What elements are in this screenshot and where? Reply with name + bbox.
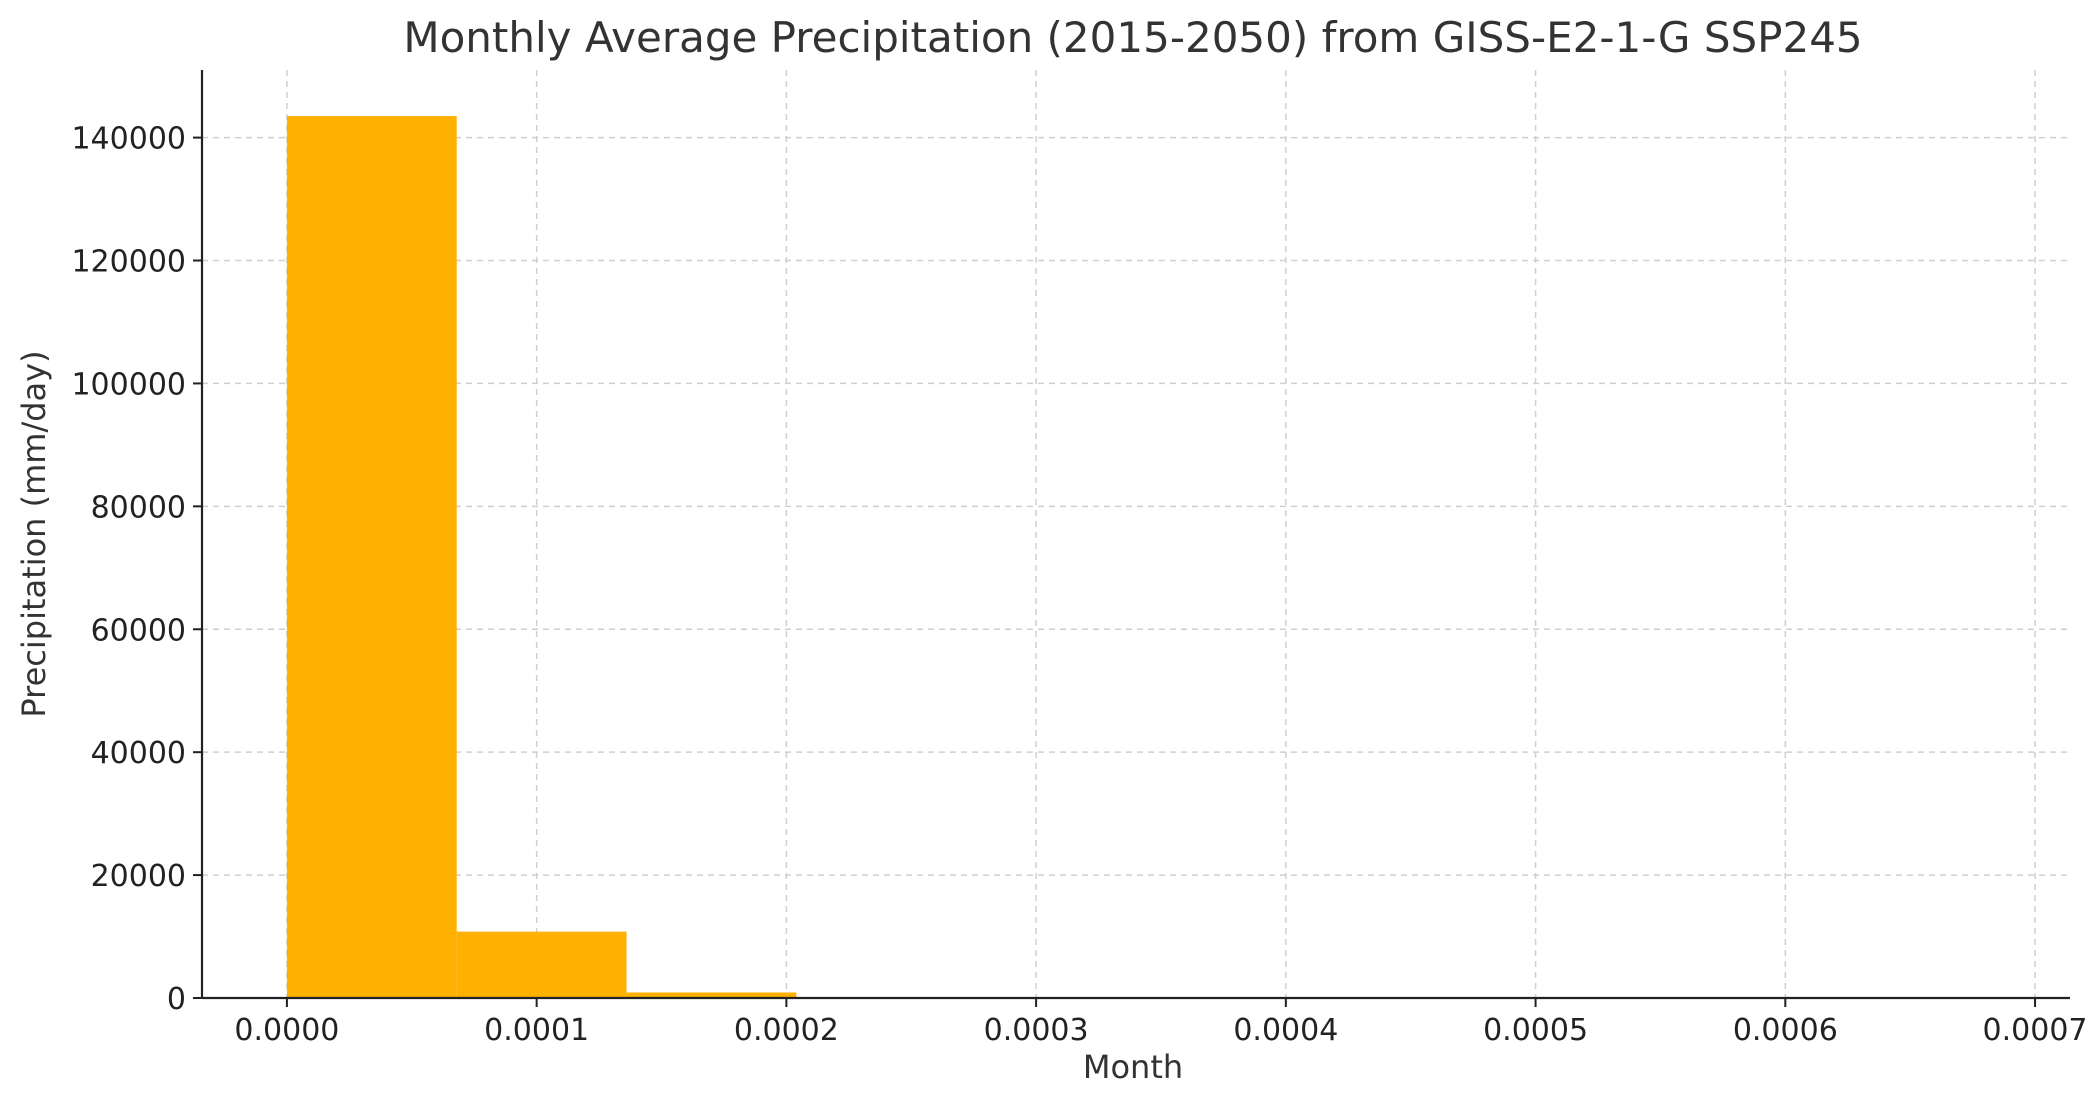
y-tick-label: 120000 (71, 245, 186, 280)
x-tick-label: 0.0005 (1483, 1013, 1588, 1048)
axes (200, 70, 2070, 1000)
y-tick-label: 40000 (91, 736, 186, 771)
histogram-bar (626, 992, 797, 998)
y-tick-label: 0 (167, 982, 186, 1017)
x-tick-label: 0.0006 (1733, 1013, 1838, 1048)
y-axis-label: Precipitation (mm/day) (15, 350, 53, 717)
chart-title: Monthly Average Precipitation (2015-2050… (403, 13, 1862, 62)
histogram-bars (286, 116, 1986, 998)
y-tick-label: 60000 (91, 613, 186, 648)
grid-lines (202, 70, 2070, 998)
y-tick-label: 100000 (71, 367, 186, 402)
x-axis-label: Month (1083, 1048, 1183, 1086)
y-axis-ticks: 0 20000 40000 60000 80000 100000 120000 140000 (71, 122, 202, 1017)
x-tick-label: 0.0002 (734, 1013, 839, 1048)
x-axis-ticks: 0.0000 0.0001 0.0002 0.0003 0.0004 0.0005 0.00… (234, 998, 2088, 1048)
x-tick-label: 0.0000 (234, 1013, 339, 1048)
histogram-bar (456, 931, 627, 998)
x-tick-label: 0.0007 (1983, 1013, 2088, 1048)
x-tick-label: 0.0001 (484, 1013, 589, 1048)
x-tick-label: 0.0003 (984, 1013, 1089, 1048)
y-tick-label: 20000 (91, 859, 186, 894)
y-tick-label: 140000 (71, 122, 186, 157)
y-tick-label: 80000 (91, 490, 186, 525)
x-tick-label: 0.0004 (1233, 1013, 1338, 1048)
histogram-bar (286, 116, 457, 998)
